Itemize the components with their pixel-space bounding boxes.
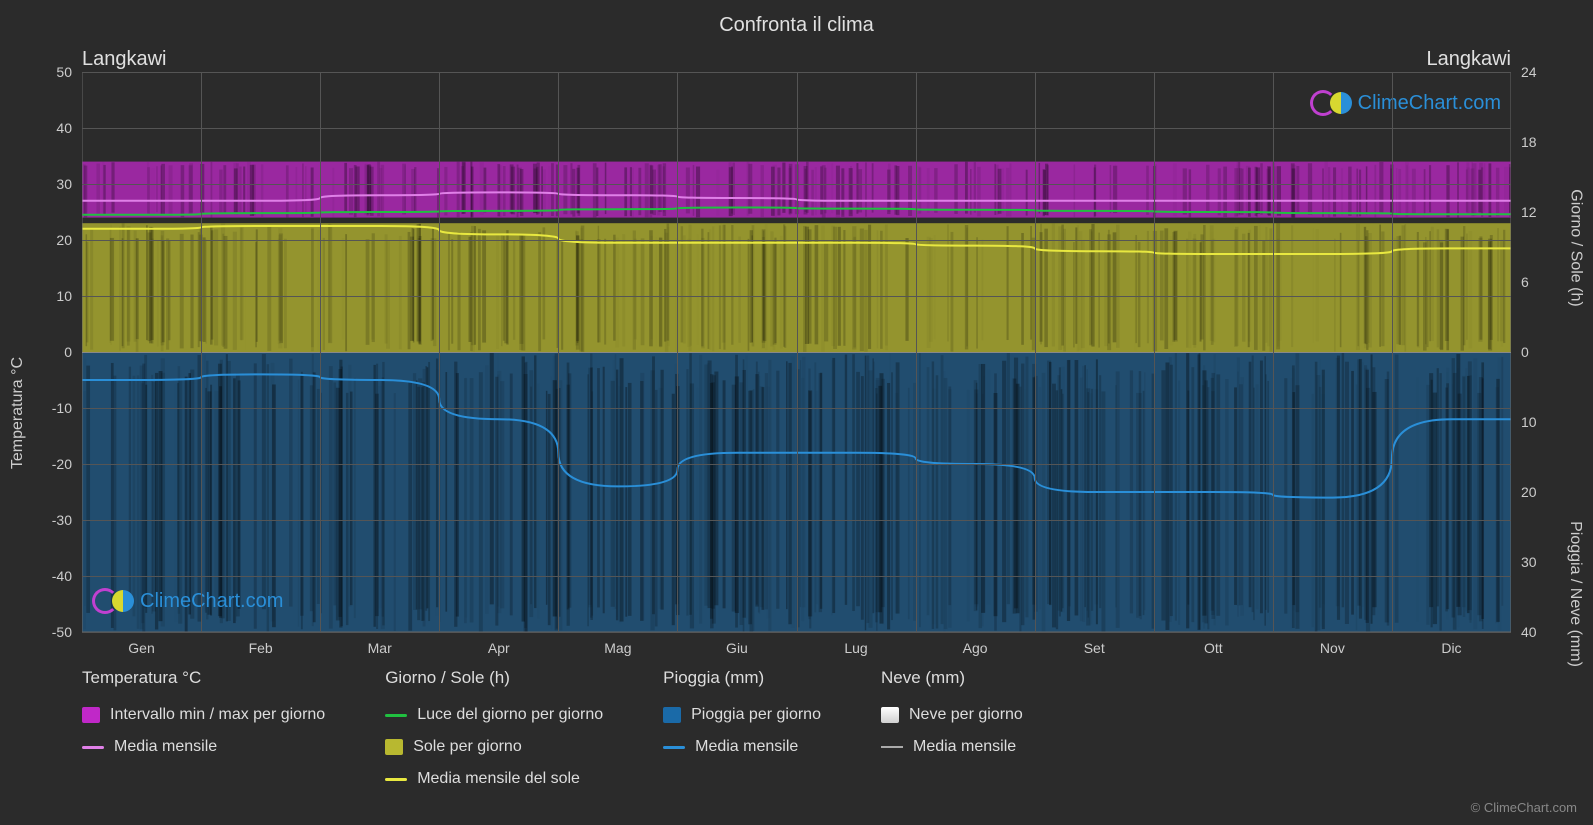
legend-label: Neve per giorno [909, 706, 1023, 724]
swatch-line-icon [881, 746, 903, 748]
y-tick-right: 18 [1511, 134, 1537, 150]
legend-col-daysun: Giorno / Sole (h) Luce del giorno per gi… [385, 668, 603, 788]
y-tick-left: -10 [52, 400, 82, 416]
y-tick-right: 24 [1511, 64, 1537, 80]
legend-label: Media mensile [695, 738, 798, 756]
legend-header: Temperatura °C [82, 668, 325, 688]
y-tick-left: 0 [64, 344, 82, 360]
legend-item: Media mensile [881, 738, 1023, 756]
x-tick-month: Dic [1441, 632, 1461, 656]
y-tick-right: 12 [1511, 204, 1537, 220]
y-tick-left: -20 [52, 456, 82, 472]
x-tick-month: Ago [963, 632, 988, 656]
y-tick-left: 40 [56, 120, 82, 136]
x-tick-month: Lug [844, 632, 867, 656]
legend-label: Luce del giorno per giorno [417, 706, 603, 724]
chart-title: Confronta il clima [0, 0, 1593, 37]
y-tick-left: -50 [52, 624, 82, 640]
legend-item: Media mensile del sole [385, 770, 603, 788]
y-tick-right: 0 [1511, 344, 1529, 360]
y-tick-right: 30 [1511, 554, 1537, 570]
legend-col-temp: Temperatura °C Intervallo min / max per … [82, 668, 325, 788]
chart-container: Confronta il clima Langkawi Langkawi Tem… [0, 0, 1593, 825]
y-tick-left: 50 [56, 64, 82, 80]
legend-label: Media mensile [114, 738, 217, 756]
swatch-icon [663, 707, 681, 723]
swatch-line-icon [663, 746, 685, 749]
swatch-line-icon [385, 778, 407, 781]
y-tick-right: 40 [1511, 624, 1537, 640]
legend-label: Pioggia per giorno [691, 706, 821, 724]
location-label-right: Langkawi [1426, 48, 1511, 71]
x-tick-month: Nov [1320, 632, 1345, 656]
y-tick-left: 30 [56, 176, 82, 192]
y-tick-left: -30 [52, 512, 82, 528]
legend-item: Media mensile [82, 738, 325, 756]
legend-item: Luce del giorno per giorno [385, 706, 603, 724]
y-axis-right-bot-title: Pioggia / Neve (mm) [1566, 521, 1584, 667]
x-tick-month: Apr [488, 632, 510, 656]
legend-item: Neve per giorno [881, 706, 1023, 724]
legend: Temperatura °C Intervallo min / max per … [82, 668, 1511, 788]
y-axis-left-title: Temperatura °C [9, 356, 27, 468]
y-tick-right: 6 [1511, 274, 1529, 290]
legend-label: Media mensile [913, 738, 1016, 756]
legend-item: Intervallo min / max per giorno [82, 706, 325, 724]
legend-header: Pioggia (mm) [663, 668, 821, 688]
legend-item: Media mensile [663, 738, 821, 756]
x-tick-month: Giu [726, 632, 748, 656]
legend-header: Neve (mm) [881, 668, 1023, 688]
legend-header: Giorno / Sole (h) [385, 668, 603, 688]
legend-label: Intervallo min / max per giorno [110, 706, 325, 724]
legend-item: Pioggia per giorno [663, 706, 821, 724]
y-tick-left: 10 [56, 288, 82, 304]
x-tick-month: Mag [604, 632, 631, 656]
swatch-icon [82, 707, 100, 723]
copyright: © ClimeChart.com [1471, 800, 1577, 815]
swatch-icon [385, 739, 403, 755]
plot-area: ClimeChart.com ClimeChart.com 5040302010… [82, 72, 1511, 632]
x-tick-month: Ott [1204, 632, 1223, 656]
x-tick-month: Mar [368, 632, 392, 656]
location-label-left: Langkawi [82, 48, 167, 71]
legend-col-rain: Pioggia (mm) Pioggia per giorno Media me… [663, 668, 821, 788]
legend-col-snow: Neve (mm) Neve per giorno Media mensile [881, 668, 1023, 788]
legend-label: Media mensile del sole [417, 770, 580, 788]
y-tick-left: 20 [56, 232, 82, 248]
y-tick-right: 20 [1511, 484, 1537, 500]
swatch-line-icon [82, 746, 104, 749]
swatch-icon [881, 707, 899, 723]
x-tick-month: Set [1084, 632, 1105, 656]
legend-item: Sole per giorno [385, 738, 603, 756]
y-axis-right-top-title: Giorno / Sole (h) [1566, 189, 1584, 306]
x-tick-month: Feb [249, 632, 273, 656]
y-tick-left: -40 [52, 568, 82, 584]
swatch-line-icon [385, 714, 407, 717]
legend-label: Sole per giorno [413, 738, 522, 756]
x-tick-month: Gen [128, 632, 154, 656]
y-tick-right: 10 [1511, 414, 1537, 430]
